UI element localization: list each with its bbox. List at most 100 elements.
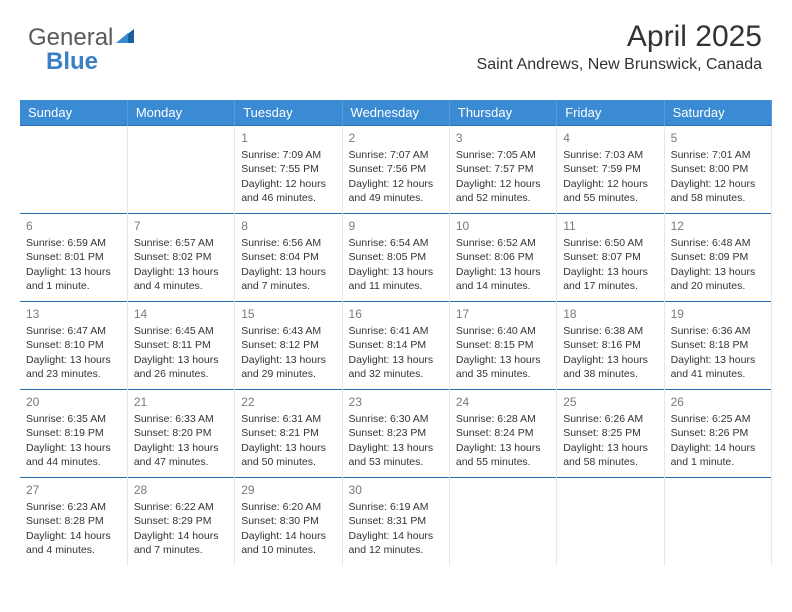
day-number: 13 xyxy=(26,306,121,322)
daylight-text: Daylight: 12 hours and 49 minutes. xyxy=(349,177,443,205)
day-number: 21 xyxy=(134,394,228,410)
daylight-text: Daylight: 13 hours and 1 minute. xyxy=(26,265,121,293)
day-number: 16 xyxy=(349,306,443,322)
sunrise-text: Sunrise: 6:43 AM xyxy=(241,324,335,338)
sunset-text: Sunset: 7:57 PM xyxy=(456,162,550,176)
day-number: 17 xyxy=(456,306,550,322)
day-header: Saturday xyxy=(664,100,771,126)
daylight-text: Daylight: 13 hours and 4 minutes. xyxy=(134,265,228,293)
sunset-text: Sunset: 8:01 PM xyxy=(26,250,121,264)
calendar-cell: 27Sunrise: 6:23 AMSunset: 8:28 PMDayligh… xyxy=(20,478,127,566)
calendar-week-row: 27Sunrise: 6:23 AMSunset: 8:28 PMDayligh… xyxy=(20,478,772,566)
sunrise-text: Sunrise: 6:26 AM xyxy=(563,412,657,426)
day-header: Thursday xyxy=(449,100,556,126)
daylight-text: Daylight: 14 hours and 4 minutes. xyxy=(26,529,121,557)
day-number: 3 xyxy=(456,130,550,146)
day-number: 2 xyxy=(349,130,443,146)
sunrise-text: Sunrise: 6:50 AM xyxy=(563,236,657,250)
sunrise-text: Sunrise: 6:20 AM xyxy=(241,500,335,514)
calendar-week-row: 13Sunrise: 6:47 AMSunset: 8:10 PMDayligh… xyxy=(20,302,772,390)
day-number: 7 xyxy=(134,218,228,234)
daylight-text: Daylight: 13 hours and 7 minutes. xyxy=(241,265,335,293)
sunset-text: Sunset: 8:00 PM xyxy=(671,162,765,176)
calendar-cell: 24Sunrise: 6:28 AMSunset: 8:24 PMDayligh… xyxy=(449,390,556,478)
logo-triangle-icon xyxy=(116,22,134,50)
sunrise-text: Sunrise: 6:40 AM xyxy=(456,324,550,338)
sunset-text: Sunset: 8:09 PM xyxy=(671,250,765,264)
day-header: Friday xyxy=(557,100,664,126)
calendar-week-row: 6Sunrise: 6:59 AMSunset: 8:01 PMDaylight… xyxy=(20,214,772,302)
daylight-text: Daylight: 14 hours and 7 minutes. xyxy=(134,529,228,557)
day-number: 6 xyxy=(26,218,121,234)
calendar-week-row: 20Sunrise: 6:35 AMSunset: 8:19 PMDayligh… xyxy=(20,390,772,478)
calendar-cell: 30Sunrise: 6:19 AMSunset: 8:31 PMDayligh… xyxy=(342,478,449,566)
sunrise-text: Sunrise: 6:19 AM xyxy=(349,500,443,514)
sunset-text: Sunset: 7:56 PM xyxy=(349,162,443,176)
sunset-text: Sunset: 8:11 PM xyxy=(134,338,228,352)
day-number: 15 xyxy=(241,306,335,322)
sunset-text: Sunset: 8:02 PM xyxy=(134,250,228,264)
daylight-text: Daylight: 12 hours and 46 minutes. xyxy=(241,177,335,205)
calendar-cell: 20Sunrise: 6:35 AMSunset: 8:19 PMDayligh… xyxy=(20,390,127,478)
calendar-cell: 9 Sunrise: 6:54 AMSunset: 8:05 PMDaylight… xyxy=(342,214,449,302)
sunrise-text: Sunrise: 7:01 AM xyxy=(671,148,765,162)
calendar-cell: 14 Sunrise: 6:45 AMSunset: 8:11 PMDayligh… xyxy=(127,302,234,390)
sunset-text: Sunset: 8:06 PM xyxy=(456,250,550,264)
calendar-cell: 15Sunrise: 6:43 AMSunset: 8:12 PMDayligh… xyxy=(235,302,342,390)
day-header-row: Sunday Monday Tuesday Wednesday Thursday… xyxy=(20,100,772,126)
day-number: 9 xyxy=(349,218,443,234)
day-header: Sunday xyxy=(20,100,127,126)
daylight-text: Daylight: 12 hours and 55 minutes. xyxy=(563,177,657,205)
sunset-text: Sunset: 8:07 PM xyxy=(563,250,657,264)
sunrise-text: Sunrise: 6:30 AM xyxy=(349,412,443,426)
sunrise-text: Sunrise: 6:38 AM xyxy=(563,324,657,338)
sunrise-text: Sunrise: 6:23 AM xyxy=(26,500,121,514)
daylight-text: Daylight: 13 hours and 14 minutes. xyxy=(456,265,550,293)
sunset-text: Sunset: 8:16 PM xyxy=(563,338,657,352)
day-header: Tuesday xyxy=(235,100,342,126)
daylight-text: Daylight: 13 hours and 38 minutes. xyxy=(563,353,657,381)
daylight-text: Daylight: 13 hours and 11 minutes. xyxy=(349,265,443,293)
sunset-text: Sunset: 8:14 PM xyxy=(349,338,443,352)
calendar-table: Sunday Monday Tuesday Wednesday Thursday… xyxy=(20,100,772,566)
daylight-text: Daylight: 13 hours and 55 minutes. xyxy=(456,441,550,469)
sunrise-text: Sunrise: 6:31 AM xyxy=(241,412,335,426)
day-number: 12 xyxy=(671,218,765,234)
sunrise-text: Sunrise: 6:54 AM xyxy=(349,236,443,250)
sunset-text: Sunset: 8:28 PM xyxy=(26,514,121,528)
daylight-text: Daylight: 13 hours and 41 minutes. xyxy=(671,353,765,381)
day-number: 14 xyxy=(134,306,228,322)
sunset-text: Sunset: 7:59 PM xyxy=(563,162,657,176)
calendar-cell: 5 Sunrise: 7:01 AMSunset: 8:00 PMDaylight… xyxy=(664,126,771,214)
sunset-text: Sunset: 7:55 PM xyxy=(241,162,335,176)
location-text: Saint Andrews, New Brunswick, Canada xyxy=(477,56,762,74)
sunset-text: Sunset: 8:29 PM xyxy=(134,514,228,528)
day-number: 28 xyxy=(134,482,228,498)
daylight-text: Daylight: 13 hours and 50 minutes. xyxy=(241,441,335,469)
day-number: 22 xyxy=(241,394,335,410)
sunrise-text: Sunrise: 7:07 AM xyxy=(349,148,443,162)
day-header: Wednesday xyxy=(342,100,449,126)
sunrise-text: Sunrise: 7:09 AM xyxy=(241,148,335,162)
day-number: 1 xyxy=(241,130,335,146)
calendar-cell: 29Sunrise: 6:20 AMSunset: 8:30 PMDayligh… xyxy=(235,478,342,566)
day-number: 25 xyxy=(563,394,657,410)
day-number: 5 xyxy=(671,130,765,146)
calendar-cell: 16Sunrise: 6:41 AMSunset: 8:14 PMDayligh… xyxy=(342,302,449,390)
sunset-text: Sunset: 8:05 PM xyxy=(349,250,443,264)
day-number: 23 xyxy=(349,394,443,410)
calendar-cell: 18 Sunrise: 6:38 AMSunset: 8:16 PMDayligh… xyxy=(557,302,664,390)
daylight-text: Daylight: 14 hours and 12 minutes. xyxy=(349,529,443,557)
sunrise-text: Sunrise: 6:33 AM xyxy=(134,412,228,426)
daylight-text: Daylight: 13 hours and 26 minutes. xyxy=(134,353,228,381)
day-header: Monday xyxy=(127,100,234,126)
sunset-text: Sunset: 8:15 PM xyxy=(456,338,550,352)
sunset-text: Sunset: 8:24 PM xyxy=(456,426,550,440)
sunset-text: Sunset: 8:26 PM xyxy=(671,426,765,440)
calendar-cell xyxy=(449,478,556,566)
day-number: 18 xyxy=(563,306,657,322)
calendar-cell: 10Sunrise: 6:52 AMSunset: 8:06 PMDayligh… xyxy=(449,214,556,302)
sunrise-text: Sunrise: 7:03 AM xyxy=(563,148,657,162)
daylight-text: Daylight: 12 hours and 58 minutes. xyxy=(671,177,765,205)
sunrise-text: Sunrise: 6:45 AM xyxy=(134,324,228,338)
